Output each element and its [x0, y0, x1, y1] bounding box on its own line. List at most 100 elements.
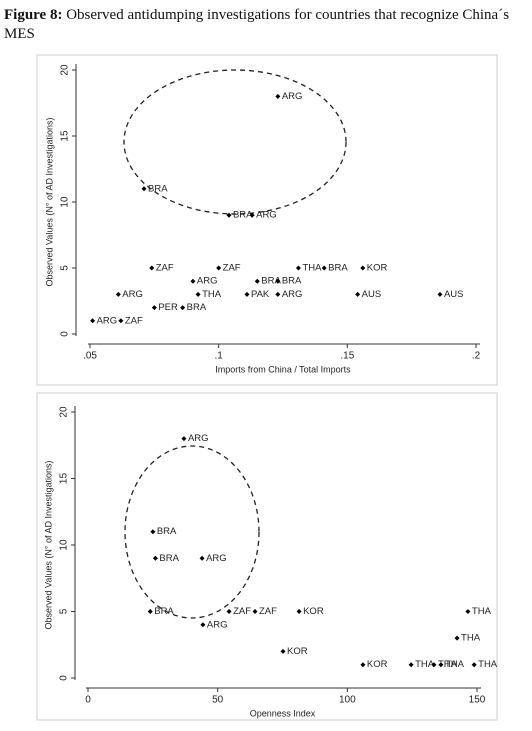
y-tick-label: 0 [60, 331, 71, 337]
point-label: KOR [367, 659, 388, 670]
point [90, 318, 96, 324]
panel-frame [36, 54, 498, 386]
point [149, 265, 155, 271]
point [249, 212, 255, 218]
point [360, 662, 366, 668]
point-label: ARG [122, 289, 143, 300]
figure-label: Figure 8: [4, 7, 63, 23]
point [226, 609, 232, 614]
point-label: THA [478, 659, 498, 670]
point-label: THA [202, 289, 222, 300]
x-tick-label: .15 [340, 351, 354, 362]
x-tick-label: 100 [339, 695, 356, 706]
point [115, 291, 121, 297]
point [190, 278, 196, 284]
point-label: ARG [282, 289, 303, 300]
point-label: ARG [282, 91, 303, 102]
point-label: THA [438, 659, 458, 670]
point [181, 436, 187, 442]
point-label: BRA [328, 263, 348, 274]
point-label: BRA [159, 553, 179, 564]
point [152, 555, 158, 561]
point [180, 305, 186, 311]
point [195, 291, 201, 297]
point-label: PER [158, 302, 178, 313]
x-tick-label: 150 [469, 695, 486, 706]
point-label: ZAF [233, 606, 251, 617]
y-tick-label: 5 [60, 265, 71, 271]
caption: Figure 8: Observed antidumping investiga… [4, 6, 528, 44]
point-label: ZAF [125, 315, 143, 326]
point [147, 609, 153, 614]
point [200, 622, 206, 628]
x-tick-label: .1 [214, 351, 223, 362]
point-label: BRA [154, 606, 174, 617]
point-label: ARG [97, 315, 118, 326]
point [254, 278, 260, 284]
point [275, 278, 281, 284]
point-label: ZAF [223, 263, 241, 274]
point [118, 318, 124, 324]
point [141, 186, 147, 192]
x-axis-title: Openness Index [250, 708, 316, 718]
point-label: PAK [251, 289, 270, 300]
x-tick-label: 50 [212, 695, 224, 706]
point-label: AUS [444, 289, 464, 300]
highlight-ellipse [123, 69, 347, 215]
point [199, 555, 205, 561]
x-tick-label: .05 [83, 351, 97, 362]
y-tick-label: 15 [59, 473, 70, 485]
point-label: KOR [303, 606, 324, 617]
y-axis-title: Observed Values (N° of AD Investigations… [44, 117, 54, 286]
point-label: BRA [148, 183, 168, 194]
point [454, 635, 460, 641]
panel-frame [36, 392, 498, 721]
point [151, 305, 157, 311]
point [438, 662, 444, 668]
point-label: ZAF [156, 263, 174, 274]
point-label: THA [461, 633, 481, 644]
point [252, 609, 258, 614]
y-tick-label: 0 [59, 675, 70, 681]
y-tick-label: 10 [60, 196, 71, 208]
point [355, 291, 361, 297]
y-tick-label: 20 [59, 406, 70, 418]
point-label: ARG [207, 619, 228, 630]
point-label: THA [472, 606, 492, 617]
point-label: BRA [261, 276, 281, 287]
point-label: ARG [206, 553, 227, 564]
point-label: KOR [367, 263, 388, 274]
point [280, 648, 286, 654]
y-tick-label: 5 [59, 608, 70, 614]
x-tick-label: .2 [472, 351, 481, 362]
point-label: BRA [233, 210, 253, 221]
point-label: THA [415, 659, 435, 670]
x-tick-label: 0 [85, 695, 91, 706]
y-tick-label: 15 [60, 130, 71, 142]
point-label: THA [445, 659, 465, 670]
highlight-ellipse [124, 445, 260, 619]
point-label: ZAF [259, 606, 277, 617]
point [408, 662, 414, 668]
y-tick-label: 20 [60, 64, 71, 76]
point-label: ARG [197, 276, 218, 287]
y-tick-label: 10 [59, 539, 70, 551]
point [226, 212, 232, 218]
point-label: BRA [282, 276, 302, 287]
point [431, 662, 437, 668]
caption-text: Observed antidumping investigations for … [4, 7, 510, 42]
point [244, 291, 250, 297]
point [216, 265, 222, 271]
point [275, 93, 281, 99]
y-axis-title: Observed Values (N° of AD Investigations… [43, 460, 53, 629]
point-label: THA [302, 263, 322, 274]
point-label: KOR [287, 646, 308, 657]
point [471, 662, 477, 668]
point [321, 265, 327, 271]
point-label: ARG [188, 433, 209, 444]
point [295, 265, 301, 271]
point-label: AUS [362, 289, 382, 300]
point-label: BRA [157, 526, 177, 537]
